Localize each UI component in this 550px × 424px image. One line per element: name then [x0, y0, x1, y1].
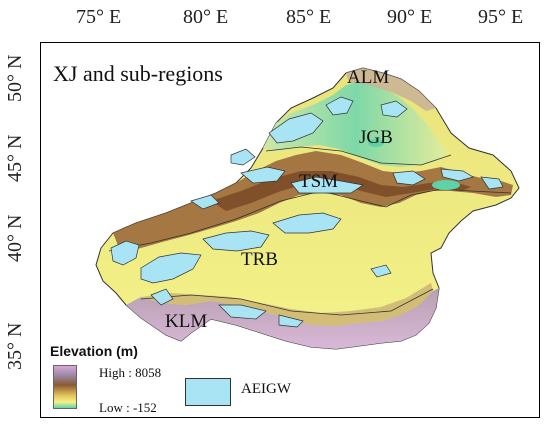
alm-region — [346, 68, 436, 111]
lon-label-90: 90° E — [387, 6, 433, 28]
lon-label-85: 85° E — [286, 6, 332, 28]
lat-label-40: 40° N — [4, 214, 26, 262]
lat-label-35: 35° N — [4, 322, 26, 370]
region-label-alm: ALM — [347, 67, 390, 88]
jgb-region — [263, 81, 449, 167]
lon-label-75: 75° E — [76, 6, 122, 28]
map-frame: XJ and sub-regions ALM JGB TSM TRB KLM E… — [40, 42, 540, 418]
legend-title: Elevation (m) — [50, 343, 138, 359]
elevation-color-ramp — [53, 365, 77, 409]
aeigw-legend-label: AEIGW — [241, 381, 291, 397]
lowland-spots — [368, 139, 460, 190]
region-label-klm: KLM — [165, 311, 208, 332]
map-title: XJ and sub-regions — [53, 61, 223, 86]
elevation-map — [95, 67, 520, 350]
region-label-trb: TRB — [241, 249, 278, 270]
lon-label-95: 95° E — [478, 6, 524, 28]
region-label-tsm: TSM — [299, 171, 339, 192]
lon-label-80: 80° E — [183, 6, 229, 28]
lat-label-45: 45° N — [4, 134, 26, 182]
aeigw-legend-swatch — [185, 378, 231, 406]
region-label-jgb: JGB — [359, 127, 393, 148]
aeigw-patches — [110, 96, 504, 328]
lat-label-50: 50° N — [4, 54, 26, 102]
legend-high-label: High : 8058 — [99, 365, 162, 380]
klm-foothill — [141, 283, 433, 326]
legend-low-label: Low : -152 — [99, 400, 157, 415]
